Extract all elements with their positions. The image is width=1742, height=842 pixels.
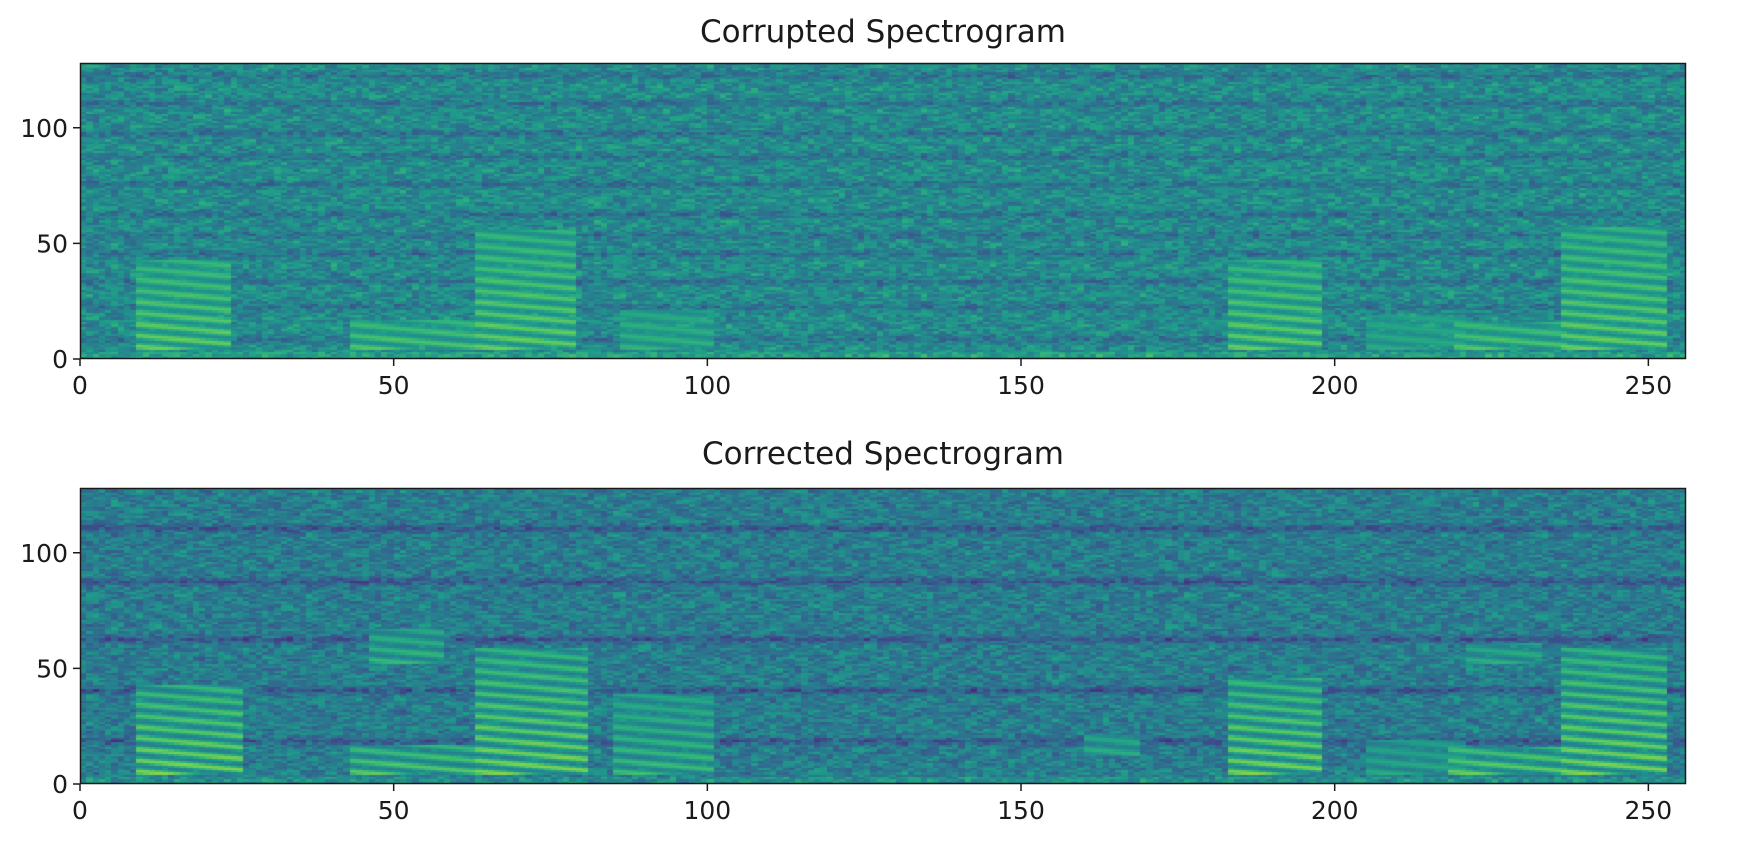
axes-corrupted: 0 50 100 150 200 250 0 50 100 <box>20 62 1687 400</box>
x-tick-label: 200 <box>1311 796 1359 825</box>
heatmap-corrupted <box>80 63 1686 359</box>
panel-corrected: Corrected Spectrogram 0 50 100 150 200 250 0 50… <box>0 410 1742 842</box>
y-tick-label: 100 <box>20 114 68 143</box>
axes-frame <box>79 487 1687 785</box>
x-tick-label: 250 <box>1625 371 1673 400</box>
y-tick-label: 0 <box>52 345 68 374</box>
x-tick-label: 200 <box>1311 371 1359 400</box>
x-tick-label: 100 <box>683 371 731 400</box>
plot-area-corrected: 0 50 100 150 200 250 0 50 100 <box>20 487 1687 825</box>
panel-corrupted: Corrupted Spectrogram 0 50 100 150 200 250 0 50… <box>0 0 1742 410</box>
y-tick-label: 0 <box>52 770 68 799</box>
x-tick-label: 50 <box>378 796 410 825</box>
y-tick-label: 50 <box>36 229 68 258</box>
heatmap-corrected <box>80 488 1686 784</box>
plot-area-corrupted: 0 50 100 150 200 250 0 50 100 <box>20 62 1687 400</box>
x-tick-label: 0 <box>72 371 88 400</box>
chart-title-corrupted: Corrupted Spectrogram <box>700 14 1066 50</box>
y-tick-label: 50 <box>36 654 68 683</box>
x-tick-label: 150 <box>997 796 1045 825</box>
y-tick-label: 100 <box>20 539 68 568</box>
x-tick-label: 100 <box>683 796 731 825</box>
x-tick-label: 150 <box>997 371 1045 400</box>
x-tick-label: 50 <box>378 371 410 400</box>
axes-corrected: 0 50 100 150 200 250 0 50 100 <box>20 487 1687 825</box>
x-tick-label: 250 <box>1625 796 1673 825</box>
chart-title-corrected: Corrected Spectrogram <box>701 436 1065 472</box>
x-tick-label: 0 <box>72 796 88 825</box>
axes-frame <box>79 62 1687 360</box>
